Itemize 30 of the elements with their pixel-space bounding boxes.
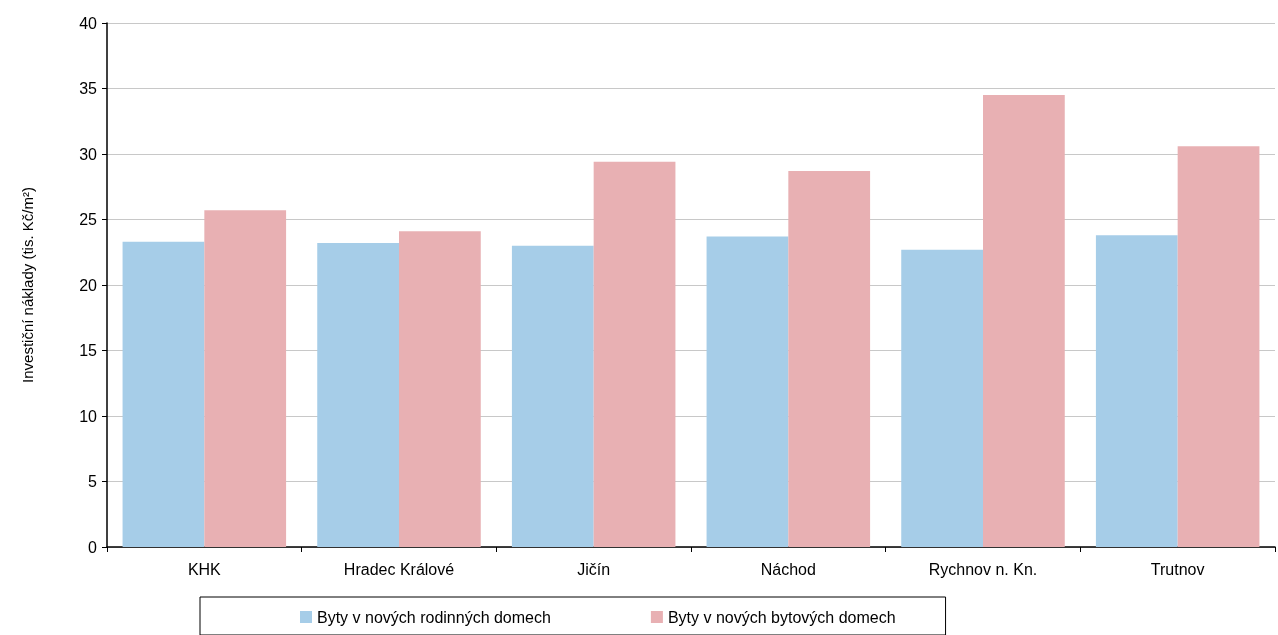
bar — [511, 245, 594, 547]
x-tick-label: Trutnov — [1150, 560, 1205, 578]
bar — [788, 171, 871, 547]
y-tick-label: 0 — [88, 538, 98, 556]
bar — [1177, 146, 1260, 547]
bar — [593, 161, 676, 547]
bar — [204, 210, 287, 547]
x-tick-label: Náchod — [760, 560, 816, 578]
x-tick-label: Hradec Králové — [343, 560, 455, 578]
y-tick-label: 30 — [79, 145, 98, 163]
bar — [317, 243, 399, 547]
y-tick-label: 10 — [79, 407, 98, 425]
y-tick-label: 35 — [79, 80, 98, 97]
y-tick-label: 15 — [79, 342, 98, 359]
y-tick-label: 20 — [79, 276, 98, 294]
y-axis-title: Investiční náklady (tis. Kč/m²) — [19, 187, 36, 383]
y-tick-label: 40 — [79, 14, 98, 32]
legend-label: Byty v nových rodinných domech — [317, 608, 551, 626]
x-tick-label: Jičín — [577, 560, 611, 578]
bar — [901, 249, 983, 547]
bar — [399, 231, 481, 547]
y-tick-label: 25 — [79, 211, 98, 228]
x-tick-label: Rychnov n. Kn. — [928, 560, 1038, 578]
bar — [122, 241, 205, 547]
bar — [1095, 235, 1178, 547]
x-tick-label: KHK — [187, 560, 222, 578]
bar — [706, 236, 789, 547]
y-tick-label: 5 — [88, 473, 98, 490]
legend-label: Byty v nových bytových domech — [667, 608, 896, 626]
bar — [983, 95, 1065, 547]
